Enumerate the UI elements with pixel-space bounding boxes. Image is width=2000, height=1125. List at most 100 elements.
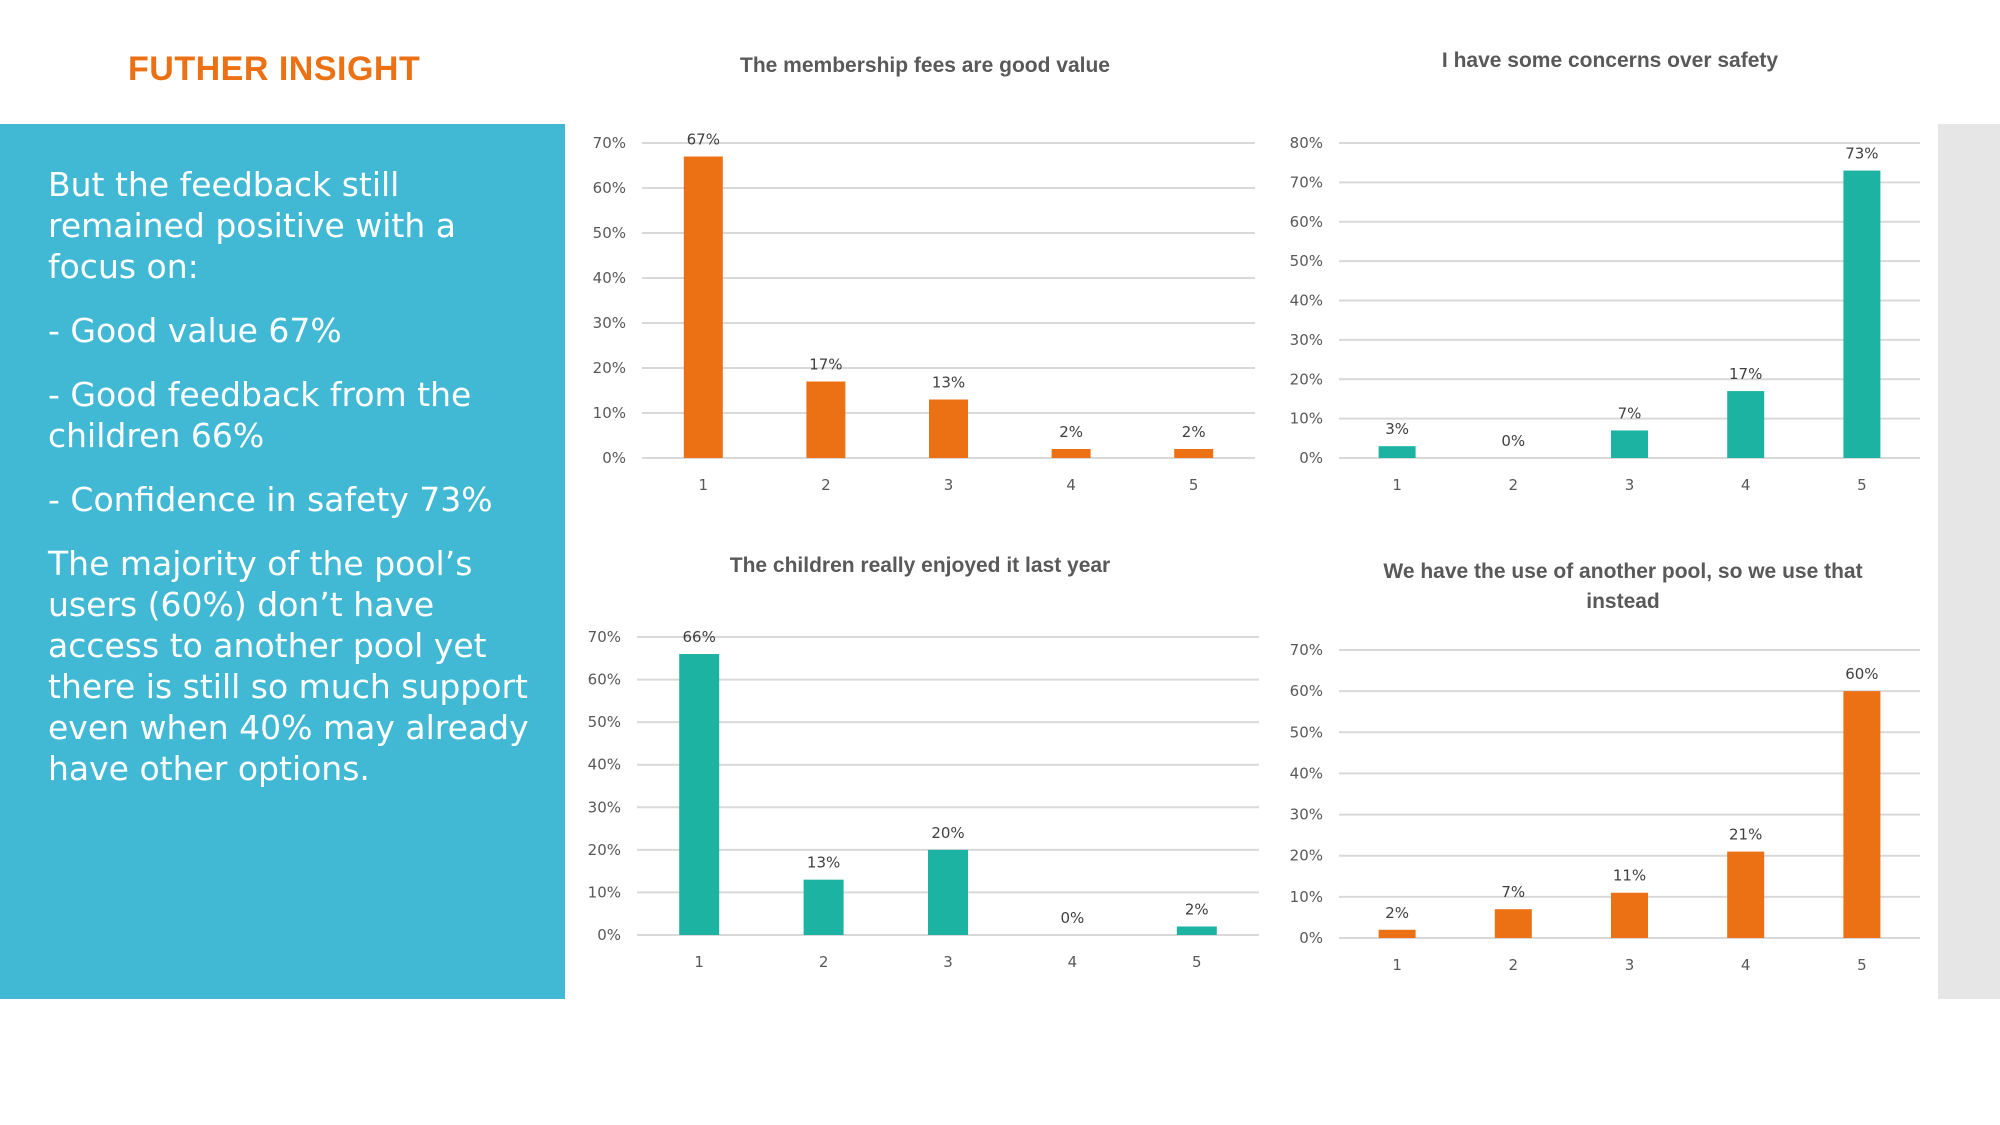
y-tick-label: 10% [1290,888,1323,906]
bar-safety-concerns-5 [1843,170,1881,458]
y-tick-label: 0% [602,449,626,467]
insight-other-pool: The majority of the pool’s users (60%) d… [48,544,529,788]
data-label: 0% [1061,909,1085,927]
y-tick-label: 80% [1290,134,1323,152]
y-tick-label: 20% [1290,370,1323,388]
x-tick-label: 1 [1392,956,1402,974]
y-tick-label: 70% [588,628,621,646]
x-tick-label: 2 [1509,476,1519,494]
data-label: 67% [687,131,720,149]
y-tick-label: 60% [1290,213,1323,231]
x-tick-label: 3 [943,953,953,971]
y-tick-label: 60% [588,671,621,689]
insight-intro: But the feedback still remained positive… [48,165,456,286]
bar-another-pool-3 [1611,892,1648,938]
bar-children-enjoyed-2 [803,879,844,935]
x-tick-label: 1 [1392,476,1402,494]
x-tick-label: 1 [699,476,709,494]
bar-safety-concerns-1 [1378,446,1416,458]
y-tick-label: 70% [593,134,626,152]
x-tick-label: 4 [1068,953,1078,971]
bar-membership-value-5 [1174,449,1214,458]
chart-safety-concerns-svg: I have some concerns over safety 0% 10% 20%… [1290,49,1920,494]
bar-membership-value-1 [683,156,723,458]
bar-children-enjoyed-5 [1176,926,1217,935]
insight-text: But the feedback still remained positive… [48,164,538,812]
x-tick-label: 2 [1509,956,1519,974]
data-label: 2% [1059,423,1083,441]
bar-another-pool-1 [1378,929,1416,938]
y-tick-label: 10% [588,883,621,901]
chart-title-safety-concerns: I have some concerns over safety [1442,49,1778,72]
y-tick-label: 60% [593,179,626,197]
data-label: 13% [807,854,840,872]
chart-children-enjoyed: The children really enjoyed it last year… [565,545,1265,985]
y-tick-label: 20% [593,359,626,377]
x-tick-label: 3 [1625,956,1635,974]
x-tick-label: 2 [819,953,829,971]
y-tick-label: 30% [588,798,621,816]
data-label: 2% [1182,423,1206,441]
y-tick-label: 10% [593,404,626,422]
data-label: 60% [1845,665,1878,683]
data-label: 66% [683,628,716,646]
slide-title: FUTHER INSIGHT [128,50,421,88]
chart-title-membership-value: The membership fees are good value [740,54,1110,77]
bar-children-enjoyed-3 [928,849,968,935]
x-tick-label: 5 [1857,956,1867,974]
data-label: 73% [1845,145,1878,163]
right-edge-strip [1938,124,2000,999]
chart-title-children-enjoyed: The children really enjoyed it last year [730,554,1110,577]
chart-membership-value-svg: The membership fees are good value 0% 10% 2… [593,54,1255,494]
y-tick-label: 70% [1290,641,1323,659]
y-tick-label: 20% [1290,847,1323,865]
y-tick-label: 30% [1290,331,1323,349]
x-tick-label: 5 [1857,476,1867,494]
bar-safety-concerns-4 [1727,391,1765,458]
x-tick-label: 5 [1192,953,1202,971]
x-tick-label: 4 [1741,476,1751,494]
data-label: 21% [1729,826,1762,844]
x-tick-label: 5 [1189,476,1199,494]
x-tick-label: 1 [694,953,704,971]
bar-membership-value-3 [929,399,968,458]
data-label: 17% [809,356,842,374]
chart-another-pool-svg: We have the use of another pool, so we u… [1290,560,1920,974]
bar-another-pool-5 [1843,691,1881,938]
y-tick-label: 40% [1290,764,1323,782]
y-tick-label: 30% [1290,806,1323,824]
insight-children-feedback: - Good feedback from the children 66% [48,375,472,455]
insight-good-value: - Good value 67% [48,311,342,350]
bar-safety-concerns-3 [1611,430,1648,458]
chart-children-enjoyed-svg: The children really enjoyed it last year… [588,554,1259,971]
y-tick-label: 40% [588,756,621,774]
y-tick-label: 50% [1290,723,1323,741]
insight-panel: But the feedback still remained positive… [0,124,565,999]
y-tick-label: 30% [593,314,626,332]
bar-another-pool-4 [1727,851,1765,938]
data-label: 7% [1618,404,1642,422]
data-label: 2% [1385,904,1409,922]
bar-children-enjoyed-1 [679,654,720,935]
chart-title-another-pool-line-2: instead [1586,590,1660,613]
data-label: 2% [1185,900,1209,918]
x-tick-label: 3 [944,476,954,494]
y-tick-label: 50% [588,713,621,731]
x-tick-label: 2 [821,476,831,494]
chart-membership-value: The membership fees are good value 0% 10% 2… [565,50,1265,510]
y-tick-label: 0% [1299,449,1323,467]
bar-membership-value-4 [1051,449,1091,458]
y-tick-label: 60% [1290,682,1323,700]
y-tick-label: 10% [1290,410,1323,428]
y-tick-label: 0% [1299,929,1323,947]
chart-title-another-pool: We have the use of another pool, so we u… [1383,560,1862,583]
y-tick-label: 20% [588,841,621,859]
data-label: 13% [932,374,965,392]
y-tick-label: 0% [597,926,621,944]
bar-another-pool-2 [1494,909,1532,938]
data-label: 3% [1385,420,1409,438]
insight-safety: - Confidence in safety 73% [48,480,493,519]
x-tick-label: 4 [1066,476,1076,494]
y-tick-label: 70% [1290,173,1323,191]
chart-another-pool: We have the use of another pool, so we u… [1265,550,1955,990]
